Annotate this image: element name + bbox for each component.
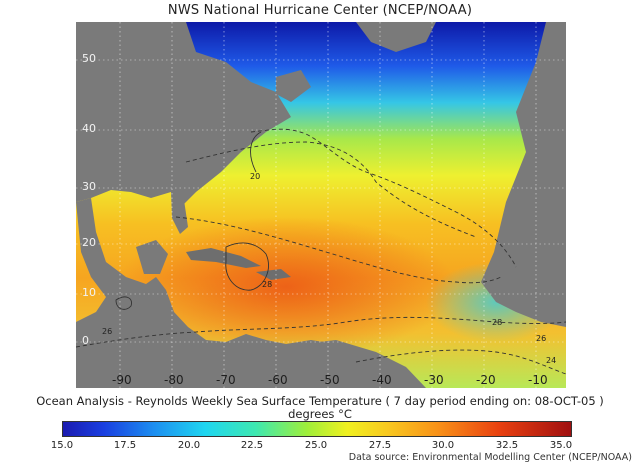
map-title: NWS National Hurricane Center (NCEP/NOAA… [167,3,473,18]
sst-map: 50 40 30 20 10 0 20 28 26 28 26 24 [76,22,566,388]
lat-label-10: 10 [82,286,96,299]
lon-label-30: -30 [424,373,444,387]
contour-label-20: 20 [250,172,261,181]
contour-label-28-b: 28 [492,318,503,327]
analysis-caption: Ocean Analysis - Reynolds Weekly Sea Sur… [36,394,604,408]
isotherm-28-solid [115,131,269,310]
colorbar-tick: 20.0 [177,440,201,451]
hispaniola-land [256,269,291,280]
lon-label-60: -60 [268,373,288,387]
north-america-land [76,22,291,207]
lon-label-80: -80 [164,373,184,387]
contour-label-28-a: 28 [262,280,273,289]
cuba-land [186,248,261,268]
lon-label-20: -20 [476,373,496,387]
central-america-land [76,198,391,388]
lon-label-50: -50 [320,373,340,387]
africa-europe-land [481,22,566,327]
contour-label-26-a: 26 [102,327,113,336]
colorbar-tick: 35.0 [549,440,573,451]
colorbar-tick: 15.0 [50,440,74,451]
contour-label-26-b: 26 [536,334,547,343]
colorbar-tick: 22.5 [240,440,264,451]
colorbar-tick: 27.5 [368,440,392,451]
lat-lon-grid [76,22,566,388]
lat-label-40: 40 [82,122,96,135]
newfoundland-land [276,70,311,102]
lon-label-70: -70 [216,373,236,387]
lat-label-30: 30 [82,180,96,193]
yucatan-land [136,240,168,274]
lon-label-40: -40 [372,373,392,387]
lat-label-20: 20 [82,236,96,249]
isotherm-contours [76,128,566,375]
temperature-colorbar [62,421,572,437]
units-label: degrees °C [288,407,352,421]
lat-label-50: 50 [82,52,96,65]
lon-label-10: -10 [528,373,548,387]
colorbar-tick: 30.0 [431,440,455,451]
colorbar-tick: 25.0 [304,440,328,451]
contour-label-24: 24 [546,356,557,365]
colorbar-tick: 17.5 [113,440,137,451]
south-america-land [266,340,426,388]
greenland-land [356,22,436,52]
florida-land [171,192,188,234]
data-source-note: Data source: Environmental Modelling Cen… [348,452,632,463]
colorbar-tick: 32.5 [495,440,519,451]
lon-label-90: -90 [112,373,132,387]
lat-label-0: 0 [82,334,89,347]
